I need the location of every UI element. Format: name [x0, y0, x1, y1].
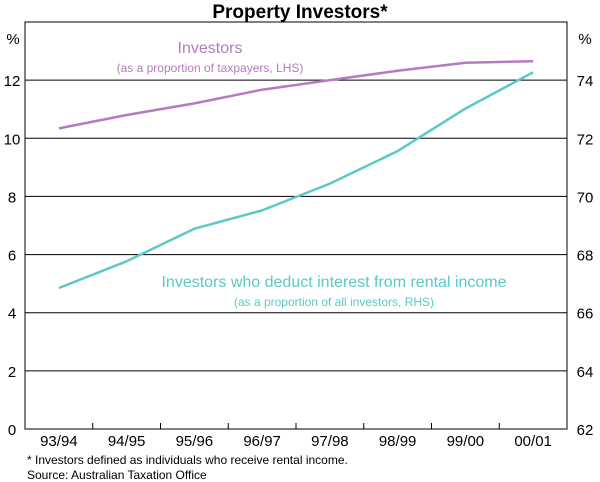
right-tick-label: 62 — [577, 422, 594, 439]
footnote: * Investors defined as individuals who r… — [27, 453, 348, 467]
x-tick-label: 96/97 — [243, 433, 281, 450]
series-line-1 — [58, 71, 534, 290]
right-axis-unit: % — [578, 31, 591, 48]
left-tick-label: 6 — [8, 248, 16, 265]
x-tick-label: 94/95 — [108, 433, 146, 450]
series-sublabel-deduct: (as a proportion of all investors, RHS) — [234, 295, 434, 309]
left-axis-unit: % — [6, 31, 19, 48]
x-tick-label: 98/99 — [379, 433, 417, 450]
x-tick-label: 95/96 — [176, 433, 214, 450]
x-tick-label: 00/01 — [514, 433, 552, 450]
right-tick-label: 64 — [577, 364, 594, 381]
x-tick-label: 99/00 — [447, 433, 485, 450]
series-label-deduct: Investors who deduct interest from renta… — [161, 274, 506, 291]
right-tick-label: 72 — [577, 131, 594, 148]
left-tick-label: 10 — [4, 131, 21, 148]
plot-frame — [24, 21, 568, 430]
left-tick-label: 12 — [4, 73, 21, 90]
right-tick-label: 68 — [577, 248, 594, 265]
left-tick-label: 0 — [8, 422, 16, 439]
chart-title: Property Investors* — [212, 2, 388, 23]
left-tick-label: 2 — [8, 364, 16, 381]
right-tick-label: 70 — [577, 189, 594, 206]
left-tick-label: 8 — [8, 189, 16, 206]
right-tick-label: 74 — [577, 73, 594, 90]
series-sublabel-investors: (as a proportion of taxpayers, LHS) — [117, 61, 304, 75]
source: Source: Australian Taxation Office — [27, 468, 207, 482]
right-tick-label: 66 — [577, 306, 594, 323]
series-line-0 — [58, 59, 534, 130]
x-tick-label: 93/94 — [40, 433, 78, 450]
x-tick-label: 97/98 — [311, 433, 349, 450]
series-label-investors: Investors — [178, 40, 243, 57]
left-tick-label: 4 — [8, 306, 16, 323]
